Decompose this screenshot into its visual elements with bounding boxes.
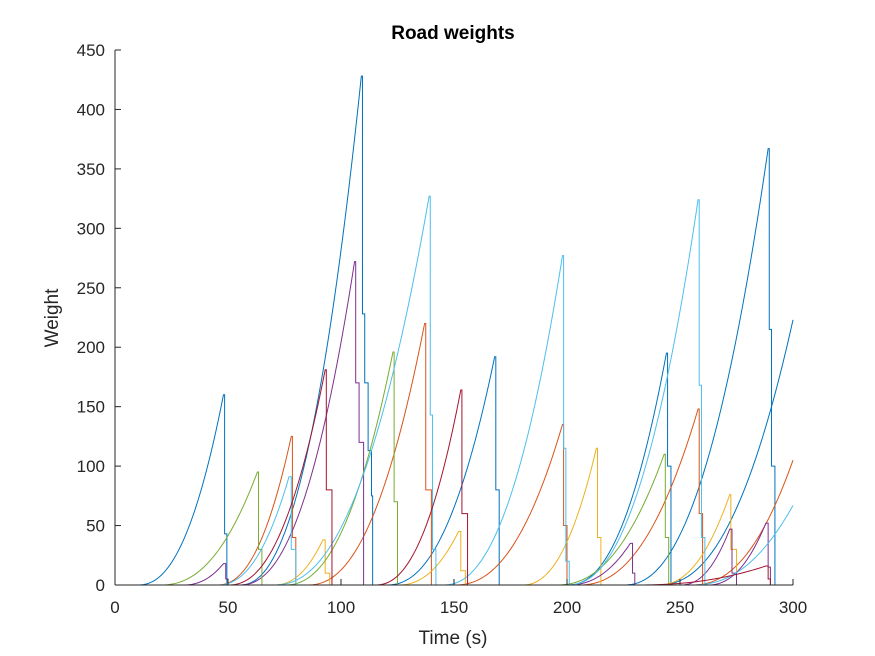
y-tick-label: 150	[77, 398, 105, 417]
x-tick-label: 300	[779, 598, 807, 617]
x-tick-label: 50	[219, 598, 238, 617]
x-axis-label: Time (s)	[419, 628, 488, 649]
x-tick-label: 200	[553, 598, 581, 617]
y-tick-label: 0	[96, 576, 105, 595]
series-line-6	[115, 195, 794, 586]
x-ticks: 0 50 100 150 200 250 300	[110, 579, 807, 617]
y-tick-label: 350	[77, 160, 105, 179]
y-tick-label: 250	[77, 279, 105, 298]
series-line-4	[115, 261, 793, 586]
y-tick-label: 200	[77, 338, 105, 357]
axes	[114, 50, 793, 586]
y-tick-label: 50	[86, 517, 105, 536]
x-tick-label: 250	[666, 598, 694, 617]
plot-lines	[115, 75, 794, 586]
chart-title: Road weights	[391, 23, 515, 44]
y-axis-label: Weight	[42, 288, 63, 348]
x-tick-label: 0	[110, 598, 119, 617]
y-tick-label: 300	[77, 219, 105, 238]
series-line-7	[115, 369, 793, 586]
y-ticks: 0 50 100 150 200 250 300 350 400 450	[77, 41, 121, 595]
x-tick-label: 100	[327, 598, 355, 617]
series-line-5	[115, 351, 793, 586]
series-line-1	[115, 75, 794, 586]
series-line-2	[115, 322, 794, 586]
y-tick-label: 450	[77, 41, 105, 60]
y-tick-label: 100	[77, 457, 105, 476]
series-line-3	[115, 447, 793, 586]
y-tick-label: 400	[77, 100, 105, 119]
x-tick-label: 150	[440, 598, 468, 617]
